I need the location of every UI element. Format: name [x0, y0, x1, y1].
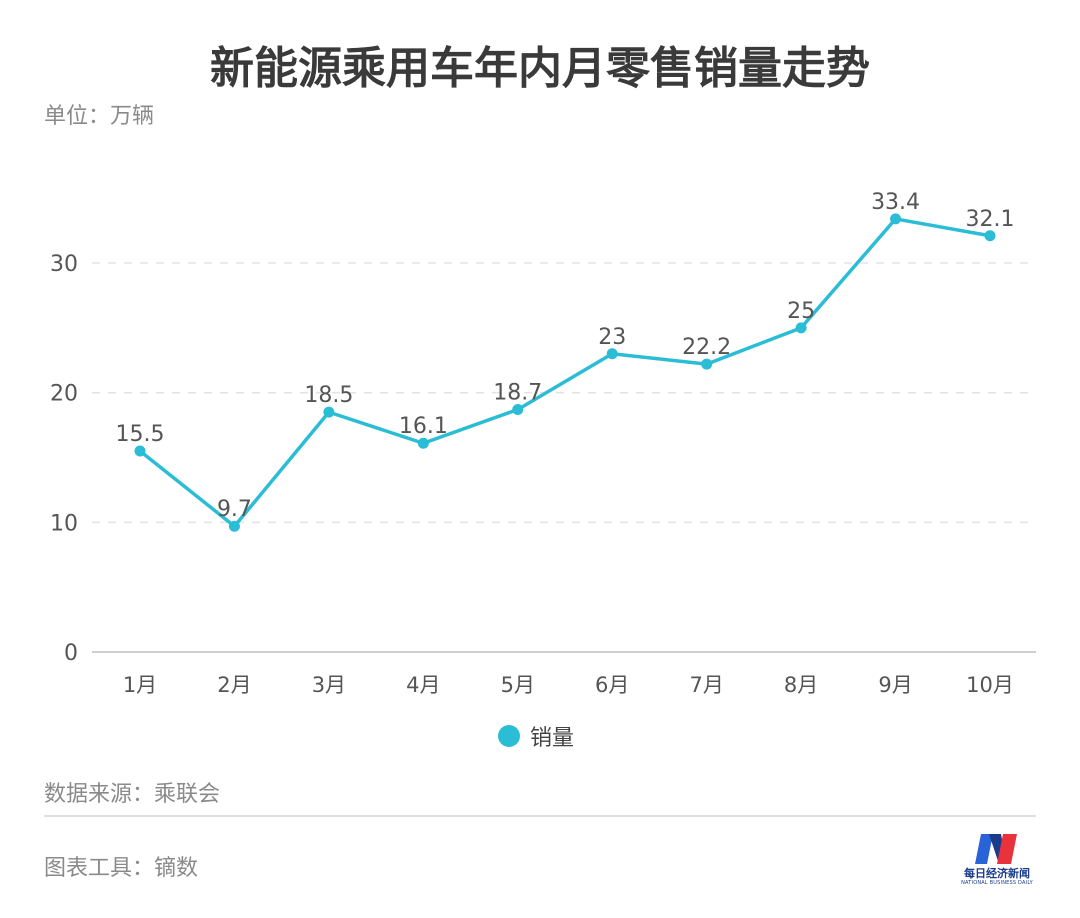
y-tick-label: 10 [50, 511, 78, 536]
data-point [323, 406, 335, 418]
data-point [228, 520, 240, 532]
x-tick-label: 1月 [123, 673, 157, 697]
chart-tool: 图表工具：镝数 [44, 856, 199, 881]
data-label: 16.1 [399, 414, 448, 439]
y-tick-label: 20 [50, 382, 78, 407]
data-label: 23 [598, 325, 626, 350]
data-point [417, 437, 429, 449]
legend-label: 销量 [530, 726, 575, 751]
data-point [890, 213, 902, 225]
data-label: 18.5 [304, 383, 353, 408]
data-point [984, 230, 996, 242]
chart-title: 新能源乘用车年内月零售销量走势 [210, 43, 870, 94]
data-point [701, 358, 713, 370]
x-tick-label: 9月 [878, 673, 912, 697]
y-tick-label: 0 [64, 641, 78, 666]
data-point [512, 404, 524, 416]
divider [44, 815, 1036, 817]
x-tick-label: 2月 [217, 673, 251, 697]
x-tick-label: 6月 [595, 673, 629, 697]
x-tick-label: 3月 [312, 673, 346, 697]
x-tick-label: 8月 [784, 673, 818, 697]
x-tick-label: 4月 [406, 673, 440, 697]
data-point [795, 322, 807, 334]
data-label: 22.2 [682, 335, 731, 360]
data-source: 数据来源：乘联会 [44, 782, 221, 807]
legend-marker-icon [498, 725, 520, 747]
nbd-logo: 每日经济新闻 NATIONAL BUSINESS DAILY [952, 832, 1042, 886]
data-label: 33.4 [871, 190, 920, 215]
series-line [138, 217, 991, 528]
x-tick-label: 10月 [966, 673, 1014, 697]
data-point [134, 445, 146, 457]
y-tick-label: 30 [50, 252, 78, 277]
data-label: 15.5 [116, 422, 165, 447]
data-label: 32.1 [966, 207, 1015, 232]
data-label: 25 [787, 299, 815, 324]
x-tick-label: 7月 [689, 673, 723, 697]
nbd-logo-icon [975, 834, 1017, 864]
logo-text: 每日经济新闻 [964, 867, 1030, 880]
legend[interactable]: 销量 [498, 720, 574, 752]
data-label: 9.7 [217, 497, 252, 522]
unit-label: 单位：万辆 [44, 104, 155, 129]
logo-subtext: NATIONAL BUSINESS DAILY [961, 880, 1033, 886]
data-point [606, 348, 618, 360]
data-label: 18.7 [493, 381, 542, 406]
x-tick-label: 5月 [501, 673, 535, 697]
